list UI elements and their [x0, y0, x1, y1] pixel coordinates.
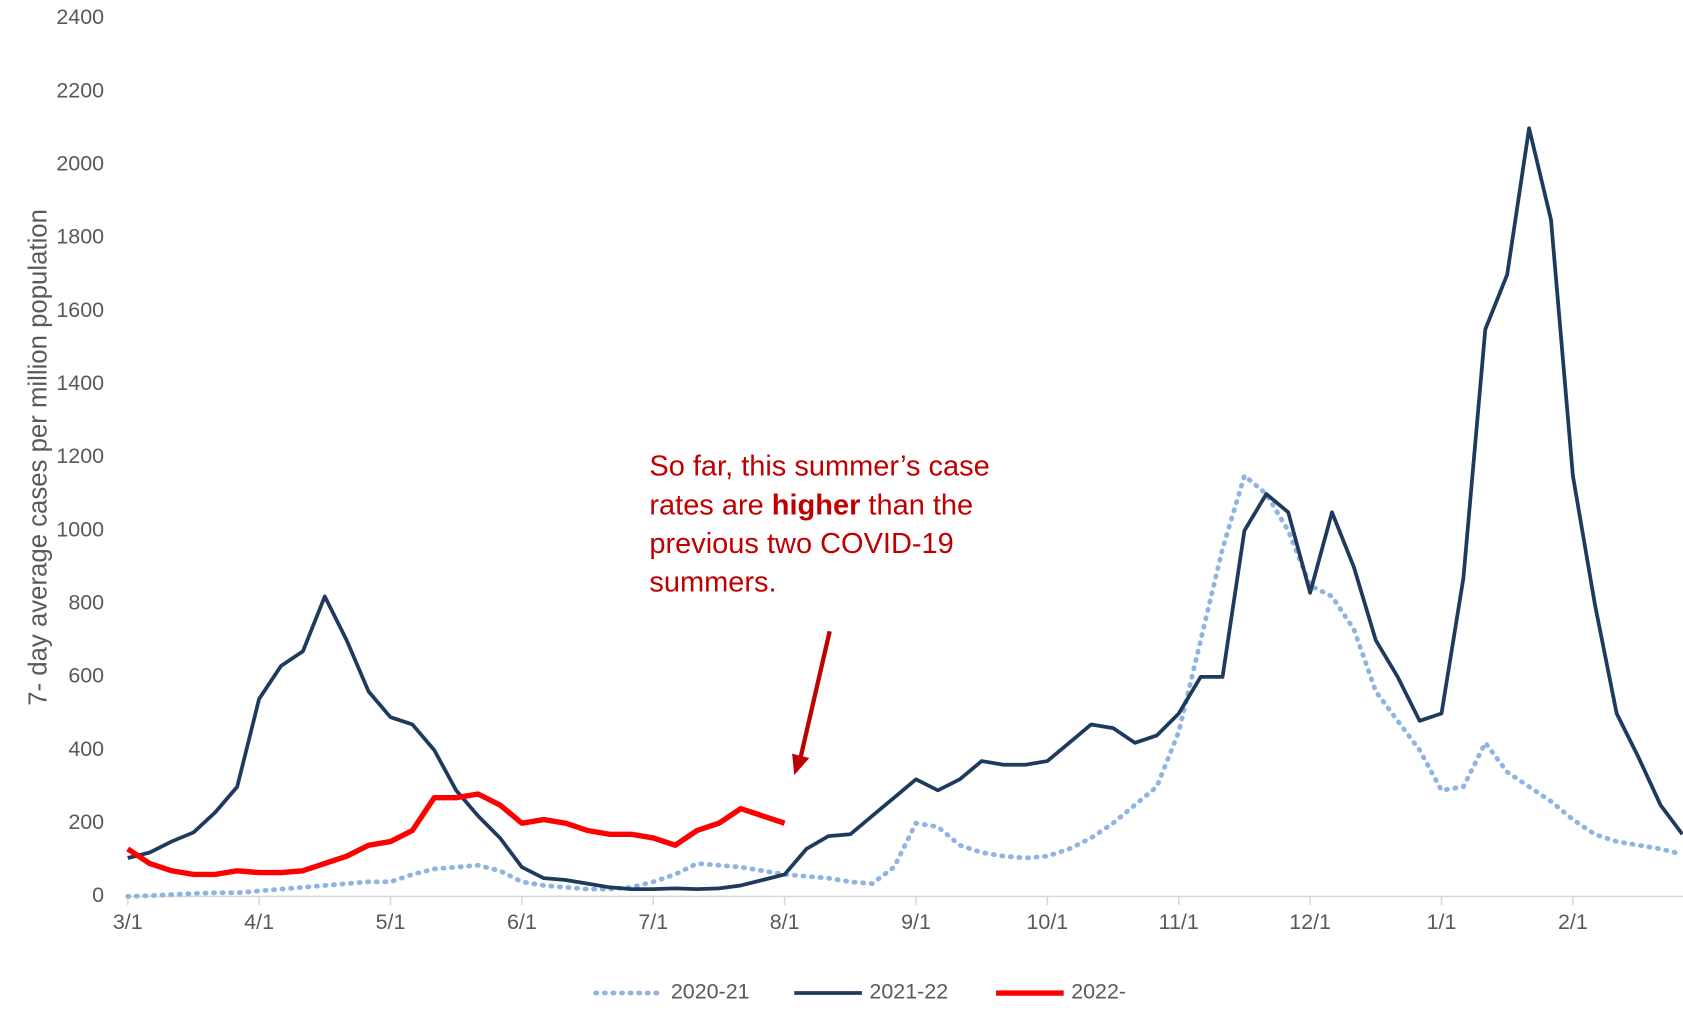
series-line [127, 126, 1683, 891]
x-tick-label: 7/1 [638, 910, 668, 934]
y-tick-label: 400 [68, 737, 104, 761]
x-tick-label: 5/1 [376, 910, 406, 934]
y-tick-label: 1200 [56, 444, 104, 468]
x-tick-label: 4/1 [244, 910, 274, 934]
annotation-text: So far, this summer’s case rates are [649, 449, 990, 521]
annotation-bold: higher [771, 488, 861, 521]
y-tick-label: 2400 [56, 5, 104, 29]
legend-label: 2021-22 [869, 980, 948, 1004]
y-tick-label: 2000 [56, 151, 104, 175]
y-tick-label: 1000 [56, 517, 104, 541]
x-tick-label: 10/1 [1026, 910, 1068, 934]
legend-label: 2020-21 [671, 980, 750, 1004]
annotation-arrowhead [792, 753, 810, 776]
series-line [126, 791, 786, 878]
x-tick-label: 2/1 [1558, 910, 1588, 934]
y-axis-label: 7- day average cases per million populat… [25, 209, 53, 706]
x-tick-label: 12/1 [1289, 910, 1331, 934]
y-tick-label: 2200 [56, 78, 104, 102]
annotation-box: So far, this summer’s case rates are hig… [649, 447, 1057, 602]
annotation-text: than the previous two COVID-19 summers. [649, 488, 974, 599]
y-tick-label: 0 [92, 883, 104, 907]
y-tick-label: 600 [68, 664, 104, 688]
y-tick-label: 1400 [56, 371, 104, 395]
x-tick-label: 11/1 [1159, 910, 1199, 934]
x-tick-label: 1/1 [1427, 910, 1457, 934]
y-tick-label: 1800 [56, 225, 104, 249]
x-tick-label: 3/1 [113, 910, 143, 934]
annotation: So far, this summer’s case rates are hig… [649, 447, 1057, 602]
y-tick-label: 800 [68, 590, 104, 614]
annotation-arrow [798, 630, 832, 758]
x-tick-label: 6/1 [507, 910, 537, 934]
y-tick-label: 1600 [56, 298, 104, 322]
legend-label: 2022- [1071, 980, 1126, 1004]
y-tick-label: 200 [68, 810, 104, 834]
series-line [125, 471, 1683, 899]
x-tick-label: 8/1 [770, 910, 800, 934]
x-tick-label: 9/1 [901, 910, 931, 934]
